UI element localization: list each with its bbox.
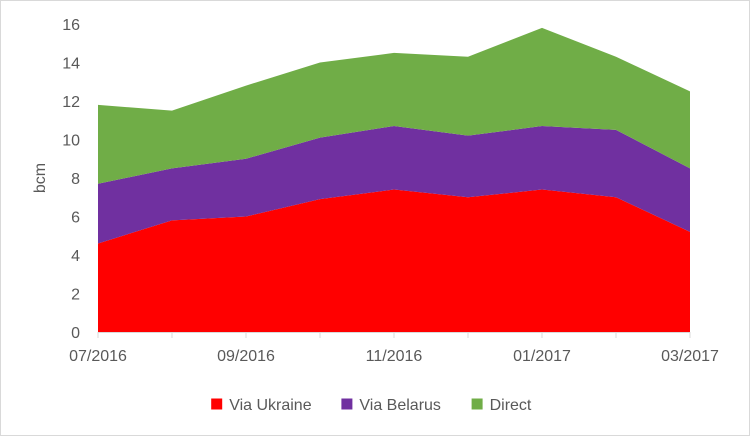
y-axis-title: bcm bbox=[32, 163, 49, 193]
legend-swatch-via-ukraine bbox=[211, 398, 223, 410]
y-tick-label: 14 bbox=[62, 56, 80, 73]
x-tick-label: 09/2016 bbox=[217, 348, 275, 365]
plot-area bbox=[98, 27, 690, 332]
y-tick-label: 2 bbox=[71, 287, 80, 304]
y-tick-label: 12 bbox=[62, 94, 80, 111]
legend-label-via-ukraine: Via Ukraine bbox=[229, 397, 312, 414]
y-axis-labels: 0 2 4 6 8 10 12 14 16 bbox=[62, 17, 80, 342]
legend: Via Ukraine Via Belarus Direct bbox=[211, 397, 532, 414]
legend-label-via-belarus: Via Belarus bbox=[359, 397, 441, 414]
x-axis-labels: 07/2016 09/2016 11/2016 01/2017 03/2017 bbox=[69, 348, 719, 365]
area-via-ukraine bbox=[98, 189, 690, 332]
y-tick-label: 8 bbox=[71, 171, 80, 188]
legend-label-direct: Direct bbox=[490, 397, 532, 414]
y-tick-label: 6 bbox=[71, 210, 80, 227]
x-tick-label: 03/2017 bbox=[661, 348, 719, 365]
legend-swatch-via-belarus bbox=[341, 398, 353, 410]
x-tick-label: 01/2017 bbox=[513, 348, 571, 365]
area-direct bbox=[98, 27, 690, 184]
y-tick-label: 0 bbox=[71, 325, 80, 342]
y-tick-label: 4 bbox=[71, 248, 80, 265]
x-axis-ticks bbox=[97, 332, 691, 338]
x-tick-label: 11/2016 bbox=[366, 348, 423, 365]
y-tick-label: 10 bbox=[62, 133, 80, 150]
area-via-belarus bbox=[98, 126, 690, 244]
y-tick-label: 16 bbox=[62, 17, 80, 34]
legend-swatch-direct bbox=[471, 398, 483, 410]
x-tick-label: 07/2016 bbox=[69, 348, 127, 365]
